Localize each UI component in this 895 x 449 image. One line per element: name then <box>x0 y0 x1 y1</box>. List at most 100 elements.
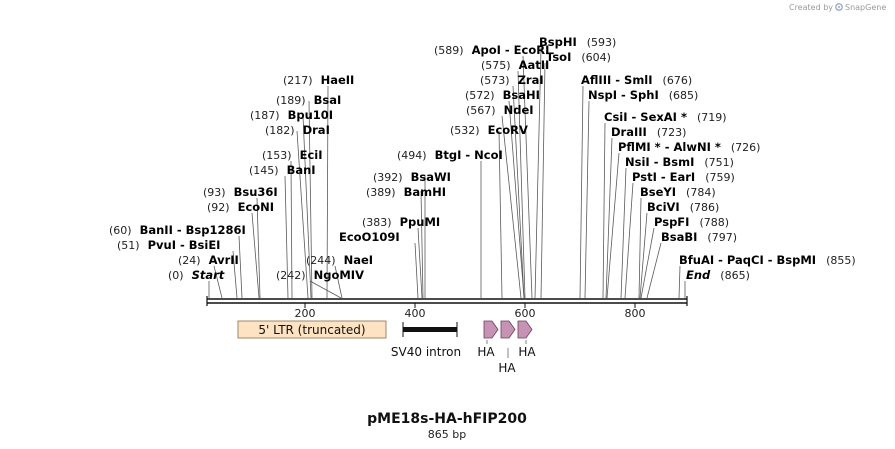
restriction-site-label[interactable]: PspFI (788) <box>654 215 729 229</box>
ruler-ticks: 200 400 600 800 <box>295 303 646 320</box>
site-position: (726) <box>731 141 761 154</box>
site-position: (865) <box>720 269 750 282</box>
site-position: (242) <box>276 269 306 282</box>
feature-ltr[interactable]: 5' LTR (truncated) <box>237 320 387 339</box>
site-enzyme-name: BciVI <box>647 200 680 214</box>
site-position: (855) <box>826 254 856 267</box>
site-enzyme-name: Bpu10I <box>288 108 333 122</box>
restriction-site-label[interactable]: (217) HaeII <box>283 73 354 87</box>
feature-ha-3[interactable]: HA <box>517 320 536 359</box>
restriction-site-label[interactable]: BspHI (593) <box>539 35 616 49</box>
restriction-site-label[interactable]: (392) BsaWI <box>373 170 451 184</box>
restriction-site-label[interactable]: EcoO109I <box>339 230 400 244</box>
restriction-site-label[interactable]: BciVI (786) <box>647 200 719 214</box>
restriction-site-label[interactable]: PstI - EarI (759) <box>632 170 735 184</box>
site-enzyme-name: ZraI <box>518 73 544 87</box>
site-enzyme-name: BamHI <box>404 185 446 199</box>
restriction-site-label[interactable]: AflIII - SmlI (676) <box>581 73 692 87</box>
restriction-site-label[interactable]: (182) DraI <box>265 123 330 137</box>
map-length: 865 bp <box>428 428 466 441</box>
site-enzyme-name: BsaWI <box>411 170 451 184</box>
restriction-site-label[interactable]: (189) BsaI <box>276 93 341 107</box>
ruler-tick-label: 200 <box>295 307 316 320</box>
site-position: (573) <box>480 74 510 87</box>
feature-ha-2[interactable]: HA <box>498 320 516 375</box>
restriction-site-label[interactable]: TsoI (604) <box>546 50 611 64</box>
site-position: (532) <box>450 124 480 137</box>
site-position: (786) <box>690 201 720 214</box>
site-enzyme-name: PflMI * - AlwNI * <box>618 140 721 154</box>
site-position: (719) <box>697 111 727 124</box>
site-position: (784) <box>686 186 716 199</box>
site-position: (93) <box>203 186 226 199</box>
feature-sv40-intron[interactable]: SV40 intron <box>391 322 461 359</box>
restriction-site-label[interactable]: (567) NdeI <box>466 103 534 117</box>
restriction-site-label[interactable]: (589) ApoI - EcoRI <box>434 43 549 57</box>
site-enzyme-name: EcoRV <box>488 123 528 137</box>
site-enzyme-name: Start <box>192 268 225 282</box>
site-enzyme-name: PstI - EarI <box>632 170 695 184</box>
snapgene-logo-icon <box>835 3 843 11</box>
site-enzyme-name: HaeII <box>321 73 355 87</box>
restriction-site-label[interactable]: (92) EcoNI <box>207 200 274 214</box>
site-enzyme-name: NgoMIV <box>314 268 364 282</box>
site-enzyme-name: BsaHI <box>503 88 540 102</box>
restriction-site-label[interactable]: CsiI - SexAI * (719) <box>604 110 727 124</box>
site-enzyme-name: NspI - SphI <box>588 88 659 102</box>
site-enzyme-name: BfuAI - PaqCI - BspMI <box>679 253 816 267</box>
site-position: (685) <box>669 89 699 102</box>
site-position: (575) <box>481 59 511 72</box>
feature-ltr-label: 5' LTR (truncated) <box>258 323 365 337</box>
site-enzyme-name: BtgI - NcoI <box>435 148 503 162</box>
site-position: (593) <box>587 36 617 49</box>
site-enzyme-name: EciI <box>300 148 323 162</box>
site-position: (189) <box>276 94 306 107</box>
site-position: (751) <box>704 156 734 169</box>
restriction-site-label[interactable]: (60) BanII - Bsp1286I <box>109 223 246 237</box>
feature-ha-1[interactable]: HA <box>477 320 499 359</box>
site-enzyme-name: CsiI - SexAI * <box>604 110 687 124</box>
site-position: (797) <box>707 231 737 244</box>
restriction-site-label[interactable]: (494) BtgI - NcoI <box>397 148 503 162</box>
restriction-site-label[interactable]: (187) Bpu10I <box>250 108 333 122</box>
restriction-site-label[interactable]: (93) Bsu36I <box>203 185 278 199</box>
site-position: (723) <box>657 126 687 139</box>
restriction-site-label[interactable]: End (865) <box>686 268 750 282</box>
site-enzyme-name: PspFI <box>654 215 689 229</box>
restriction-site-label[interactable]: (389) BamHI <box>366 185 446 199</box>
restriction-site-label[interactable]: BsaBI (797) <box>661 230 737 244</box>
restriction-site-label[interactable]: (145) BanI <box>249 163 316 177</box>
site-enzyme-name: PpuMI <box>400 215 441 229</box>
restriction-site-label[interactable]: BseYI (784) <box>640 185 716 199</box>
restriction-site-label[interactable]: DraIII (723) <box>611 125 686 139</box>
restriction-site-label[interactable]: (244) NaeI <box>306 253 373 267</box>
restriction-site-label[interactable]: (575) AatII <box>481 58 549 72</box>
restriction-site-label[interactable]: (572) BsaHI <box>465 88 540 102</box>
restriction-site-label[interactable]: (0) Start <box>168 268 225 282</box>
site-enzyme-name: EcoO109I <box>339 230 400 244</box>
site-enzyme-name: ApoI - EcoRI <box>472 43 550 57</box>
restriction-site-label[interactable]: (242) NgoMIV <box>276 268 364 282</box>
site-enzyme-name: BsaBI <box>661 230 697 244</box>
site-position: (567) <box>466 104 496 117</box>
site-position: (92) <box>207 201 230 214</box>
restriction-site-label[interactable]: (573) ZraI <box>480 73 544 87</box>
site-position: (494) <box>397 149 427 162</box>
site-enzyme-name: BanI <box>287 163 316 177</box>
site-enzyme-name: BspHI <box>539 35 577 49</box>
restriction-site-label[interactable]: (383) PpuMI <box>362 215 440 229</box>
feature-sv40-label: SV40 intron <box>391 345 461 359</box>
restriction-site-label[interactable]: NsiI - BsmI (751) <box>625 155 734 169</box>
map-title: pME18s-HA-hFIP200 <box>367 411 527 427</box>
site-enzyme-name: AvrII <box>209 253 239 267</box>
restriction-site-label[interactable]: (532) EcoRV <box>450 123 528 137</box>
restriction-site-label[interactable]: (51) PvuI - BsiEI <box>117 238 220 252</box>
restriction-site-label[interactable]: PflMI * - AlwNI * (726) <box>618 140 760 154</box>
restriction-site-label[interactable]: BfuAI - PaqCI - BspMI (855) <box>679 253 856 267</box>
restriction-site-label[interactable]: (153) EciI <box>262 148 323 162</box>
restriction-site-label[interactable]: (24) AvrII <box>178 253 239 267</box>
site-enzyme-name: DraI <box>303 123 330 137</box>
restriction-site-label[interactable]: NspI - SphI (685) <box>588 88 698 102</box>
site-enzyme-name: EcoNI <box>238 200 274 214</box>
